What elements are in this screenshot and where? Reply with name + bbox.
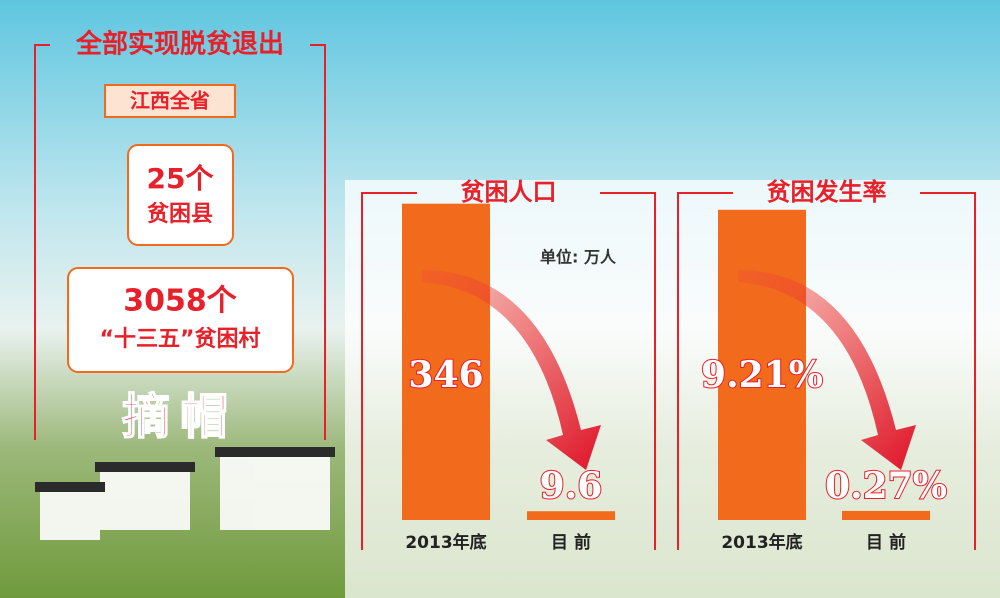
chart-frame xyxy=(600,192,656,550)
chart-frame xyxy=(920,192,976,550)
x-tick-label: 2013年底 xyxy=(405,532,486,553)
unit-note: 单位: 万人 xyxy=(540,248,617,267)
roofs xyxy=(35,447,335,492)
bar xyxy=(402,203,490,520)
value-label: 0.27% xyxy=(825,465,947,507)
counties-count: 25个 xyxy=(147,162,215,195)
panel-frame xyxy=(34,44,326,440)
villages-count: 3058个 xyxy=(123,284,237,319)
chart-frame xyxy=(677,192,733,550)
x-tick-label: 目 前 xyxy=(551,532,591,553)
value-label: 346 xyxy=(408,354,483,396)
chart-frame xyxy=(361,192,417,550)
counties-box xyxy=(127,144,234,246)
status: 摘帽 xyxy=(122,389,238,445)
trend-arrow xyxy=(422,270,601,470)
value-label: 9.21% xyxy=(701,354,823,396)
chart-title: 贫困人口 xyxy=(461,178,557,206)
trend-arrow xyxy=(738,270,916,470)
value-label: 9.6 xyxy=(540,465,603,507)
x-tick-label: 目 前 xyxy=(866,532,906,553)
villages-label: “十三五”贫困村 xyxy=(100,326,261,352)
region: 江西全省 xyxy=(130,89,210,113)
bar xyxy=(527,511,615,520)
region-box xyxy=(104,84,236,118)
bar xyxy=(718,209,806,520)
houses xyxy=(40,455,330,540)
bar xyxy=(842,510,930,520)
counties-label: 贫困县 xyxy=(147,201,213,227)
villages-box xyxy=(67,267,294,373)
chart-title: 贫困发生率 xyxy=(767,178,887,206)
panel-title: 全部实现脱贫退出 xyxy=(75,29,284,60)
x-tick-label: 2013年底 xyxy=(721,532,802,553)
